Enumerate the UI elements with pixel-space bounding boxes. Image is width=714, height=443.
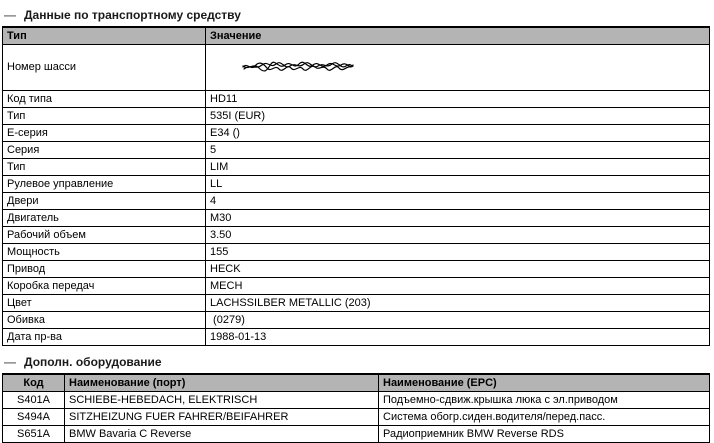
table-row: Двигатель M30	[2, 209, 710, 227]
equipment-name-epc: Система обогр.сиден.водителя/перед.пасс.	[378, 408, 710, 426]
row-value: 3.50	[205, 226, 710, 244]
table-row: Двери 4	[2, 192, 710, 210]
row-label: Дата пр-ва	[2, 328, 206, 346]
table-row: Обивка (0279)	[2, 311, 710, 329]
table-row: Привод HECK	[2, 260, 710, 278]
row-value: (0279)	[205, 311, 710, 329]
table-row: S401A SCHIEBE-HEBEDACH, ELEKTRISCH Подъе…	[2, 391, 710, 409]
row-label: Цвет	[2, 294, 206, 312]
row-value: 535I (EUR)	[205, 107, 710, 125]
table-row: Дата пр-ва 1988-01-13	[2, 328, 710, 346]
row-label: Мощность	[2, 243, 206, 261]
row-label: Рулевое управление	[2, 175, 206, 193]
equipment-code: S494A	[2, 408, 65, 426]
equipment-name-port: BMW Bavaria C Reverse	[64, 425, 379, 443]
equipment-section-header: — Дополн. оборудование	[0, 346, 714, 373]
row-value: 5	[205, 141, 710, 159]
vehicle-section-header: — Данные по транспортному средству	[0, 0, 714, 26]
row-label: Серия	[2, 141, 206, 159]
column-header-value: Значение	[205, 26, 710, 45]
collapse-minus-icon[interactable]: —	[4, 355, 16, 369]
row-value: E34 ()	[205, 124, 710, 142]
equipment-code: S401A	[2, 391, 65, 409]
table-header-row: Код Наименование (порт) Наименование (EP…	[2, 373, 710, 392]
row-value: HD11	[205, 90, 710, 108]
table-row: Код типа HD11	[2, 90, 710, 108]
table-row: S494A SITZHEIZUNG FUER FAHRER/BEIFAHRER …	[2, 408, 710, 426]
row-value: HECK	[205, 260, 710, 278]
row-value: LIM	[205, 158, 710, 176]
column-header-type: Тип	[2, 26, 206, 45]
row-label: Привод	[2, 260, 206, 278]
row-label: Е-серия	[2, 124, 206, 142]
table-row: Рабочий объем 3.50	[2, 226, 710, 244]
equipment-table: Код Наименование (порт) Наименование (EP…	[2, 373, 710, 443]
row-label: Рабочий объем	[2, 226, 206, 244]
column-header-code: Код	[2, 373, 65, 392]
row-label: Номер шасси	[2, 44, 206, 91]
table-row: Рулевое управление LL	[2, 175, 710, 193]
table-row: Коробка передач MECH	[2, 277, 710, 295]
row-label: Коробка передач	[2, 277, 206, 295]
vehicle-section-title: Данные по транспортному средству	[24, 8, 241, 22]
vehicle-data-table: Тип Значение Номер шасси Ко	[2, 26, 710, 346]
row-label: Обивка	[2, 311, 206, 329]
table-row: Е-серия E34 ()	[2, 124, 710, 142]
column-header-name-epc: Наименование (EPC)	[378, 373, 710, 392]
row-value-redacted	[205, 44, 710, 91]
table-row: Номер шасси	[2, 44, 710, 91]
equipment-name-port: SITZHEIZUNG FUER FAHRER/BEIFAHRER	[64, 408, 379, 426]
row-label: Тип	[2, 107, 206, 125]
row-value: 4	[205, 192, 710, 210]
row-value: MECH	[205, 277, 710, 295]
row-value: 155	[205, 243, 710, 261]
table-row: Мощность 155	[2, 243, 710, 261]
table-row: Серия 5	[2, 141, 710, 159]
equipment-section-title: Дополн. оборудование	[24, 355, 162, 369]
column-header-name-port: Наименование (порт)	[64, 373, 379, 392]
row-label: Двери	[2, 192, 206, 210]
row-value: LACHSSILBER METALLIC (203)	[205, 294, 710, 312]
row-label: Двигатель	[2, 209, 206, 227]
equipment-code: S651A	[2, 425, 65, 443]
redacted-scribble	[241, 61, 354, 72]
table-row: S651A BMW Bavaria C Reverse Радиоприемни…	[2, 425, 710, 443]
row-label: Тип	[2, 158, 206, 176]
equipment-name-port: SCHIEBE-HEBEDACH, ELEKTRISCH	[64, 391, 379, 409]
row-value: M30	[205, 209, 710, 227]
table-row: Тип LIM	[2, 158, 710, 176]
row-label: Код типа	[2, 90, 206, 108]
row-value: LL	[205, 175, 710, 193]
collapse-minus-icon[interactable]: —	[4, 8, 16, 22]
equipment-name-epc: Радиоприемник BMW Reverse RDS	[378, 425, 710, 443]
table-row: Тип 535I (EUR)	[2, 107, 710, 125]
table-row: Цвет LACHSSILBER METALLIC (203)	[2, 294, 710, 312]
equipment-name-epc: Подъемно-сдвиж.крышка люка с эл.приводом	[378, 391, 710, 409]
row-value: 1988-01-13	[205, 328, 710, 346]
table-header-row: Тип Значение	[2, 26, 710, 45]
